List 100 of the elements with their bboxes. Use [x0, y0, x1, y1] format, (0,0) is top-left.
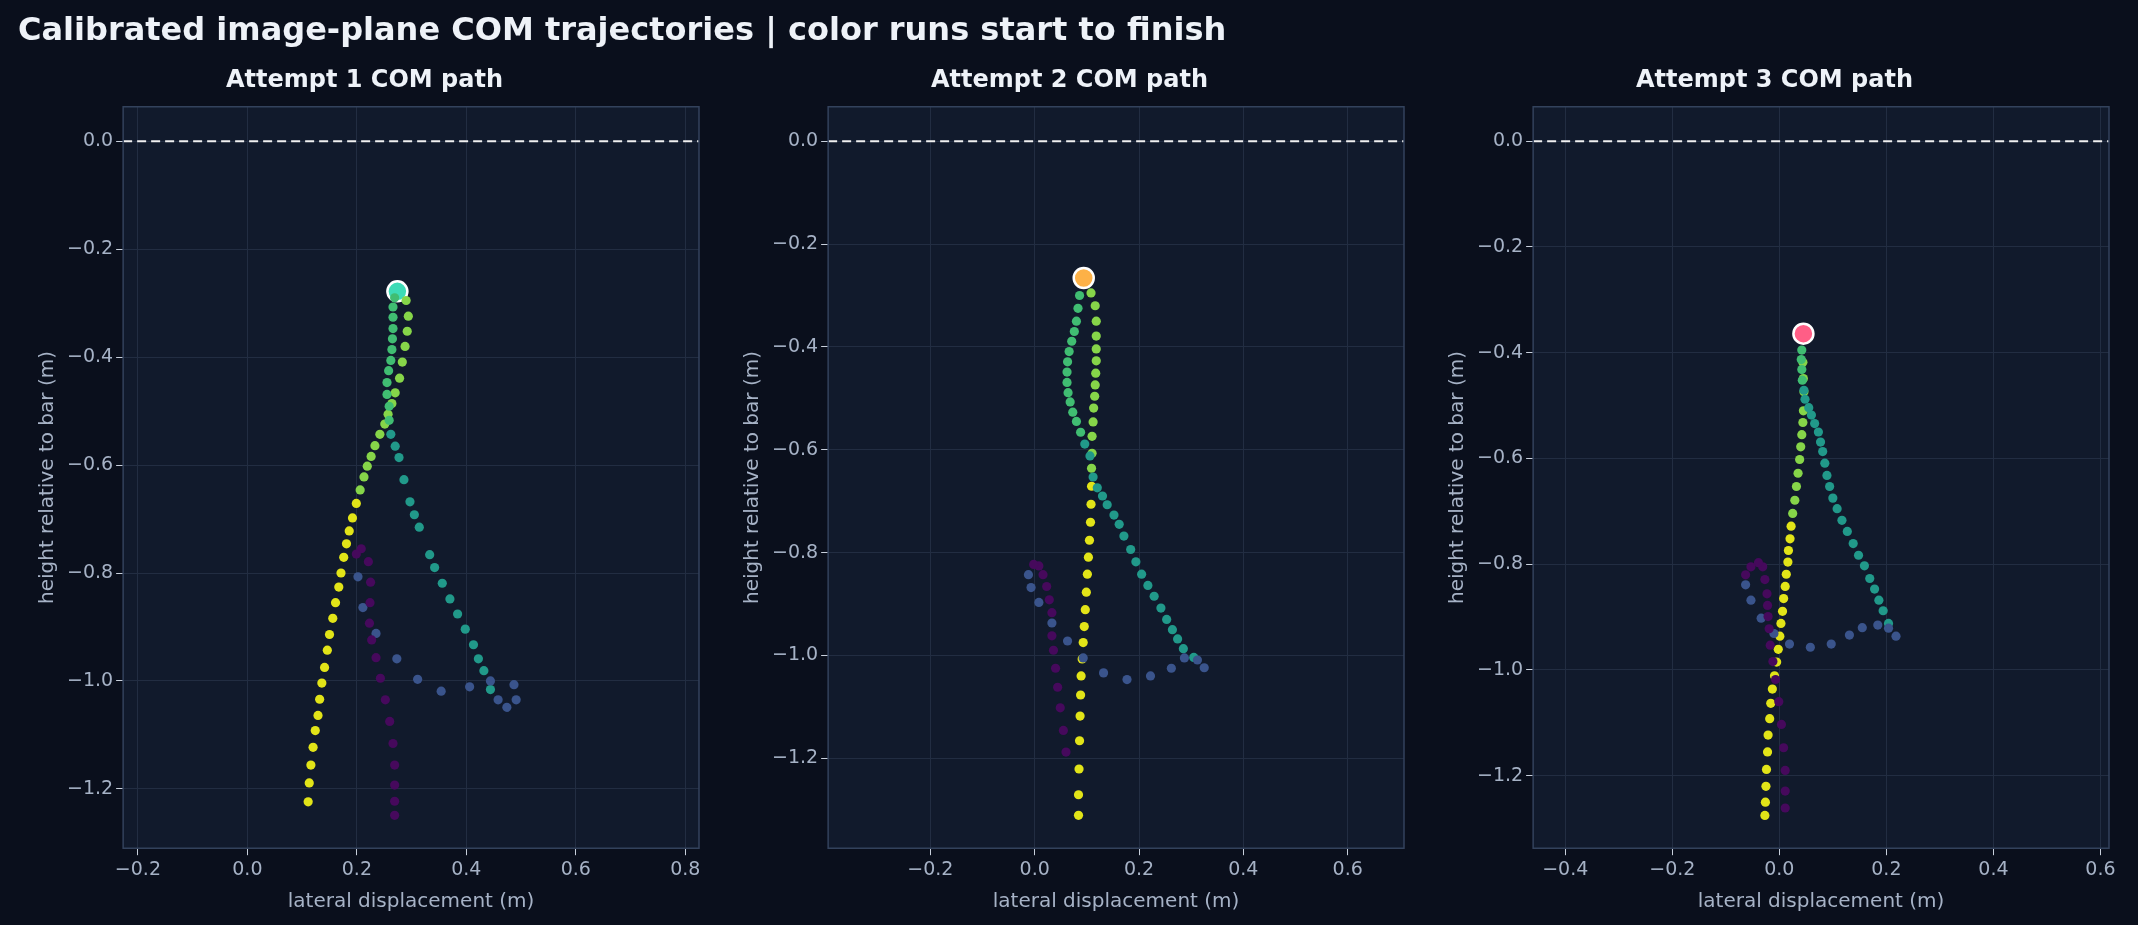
point: [1826, 639, 1836, 649]
point: [1837, 515, 1847, 525]
y-tick-label: −0.4: [67, 344, 114, 367]
point: [1079, 622, 1089, 632]
point: [437, 578, 447, 588]
point: [1780, 803, 1790, 813]
y-tick-label: −0.8: [1477, 551, 1524, 574]
point: [306, 760, 316, 770]
point: [1102, 500, 1112, 510]
point: [1788, 508, 1798, 519]
point: [370, 441, 380, 451]
point: [1050, 663, 1061, 673]
point: [375, 429, 385, 439]
point: [1797, 365, 1807, 375]
y-tick-label: 0.0: [1492, 128, 1524, 151]
point: [1145, 671, 1156, 681]
point: [390, 780, 400, 790]
x-tick-label: 0.6: [560, 856, 591, 879]
point: [1828, 493, 1838, 503]
point: [1064, 346, 1074, 357]
point: [328, 613, 338, 623]
point: [1126, 544, 1136, 555]
y-tick-label: −0.6: [67, 452, 114, 475]
point: [1791, 481, 1802, 492]
point: [1774, 697, 1784, 707]
point: [1753, 558, 1764, 568]
point: [1122, 674, 1132, 685]
point: [351, 549, 361, 559]
point: [1084, 535, 1095, 545]
point: [1090, 301, 1100, 311]
point: [1783, 557, 1793, 567]
point: [1804, 403, 1814, 413]
point: [1091, 316, 1101, 326]
point: [1792, 322, 1815, 345]
point: [430, 563, 440, 573]
point: [344, 526, 354, 536]
point: [362, 461, 372, 471]
y-tick-label: −1.0: [67, 667, 114, 690]
point: [1162, 614, 1172, 625]
point: [1097, 491, 1108, 501]
x-tick-label: 0.8: [670, 856, 701, 879]
point: [425, 550, 435, 560]
point: [1074, 736, 1085, 746]
point: [1053, 682, 1063, 692]
point: [1779, 743, 1789, 753]
point: [1765, 714, 1775, 724]
point: [365, 598, 375, 608]
point: [1173, 634, 1183, 644]
point: [1167, 625, 1177, 635]
point: [1192, 655, 1203, 665]
point: [394, 452, 404, 463]
point: [1763, 611, 1773, 622]
point: [1083, 552, 1094, 562]
point: [1137, 569, 1147, 579]
point: [1076, 427, 1086, 437]
point: [310, 725, 320, 736]
point: [1062, 636, 1073, 646]
y-tick-label: 0.0: [82, 128, 114, 151]
x-tick-label: 0.2: [1871, 856, 1902, 879]
point: [387, 334, 398, 344]
point: [1073, 790, 1084, 800]
point: [347, 513, 358, 523]
text: Calibrated image-plane COM trajectories | color runs start to finish: [18, 10, 1227, 48]
point: [399, 475, 409, 485]
point: [1080, 439, 1090, 449]
y-tick-label: −0.2: [1477, 233, 1524, 256]
point: [1762, 747, 1773, 757]
point: [401, 295, 411, 306]
point: [1074, 764, 1084, 774]
point: [473, 654, 483, 664]
point: [1763, 730, 1773, 740]
x-tick-label: −0.2: [114, 856, 161, 879]
point: [1068, 407, 1078, 417]
point: [1119, 531, 1129, 541]
point: [1034, 597, 1044, 608]
point: [390, 388, 400, 398]
point: [336, 568, 346, 578]
point: [1857, 623, 1867, 633]
point: [1765, 640, 1775, 650]
point: [367, 635, 377, 645]
point: [445, 594, 455, 604]
point: [388, 312, 398, 322]
y-tick-label: −0.8: [772, 539, 819, 562]
point: [363, 557, 373, 567]
point: [364, 618, 375, 628]
point: [1076, 690, 1086, 700]
point: [1798, 417, 1808, 428]
point: [1047, 618, 1057, 628]
point: [1029, 559, 1039, 569]
point: [1825, 481, 1835, 492]
chart-title: Attempt 1 COM path: [225, 64, 504, 93]
point: [1768, 656, 1778, 667]
point: [1088, 417, 1098, 427]
point: [1874, 595, 1884, 605]
point: [1777, 606, 1788, 616]
point: [1795, 454, 1805, 465]
point: [1062, 377, 1072, 387]
point: [1741, 580, 1751, 590]
point: [1767, 684, 1777, 694]
point: [1781, 569, 1791, 579]
